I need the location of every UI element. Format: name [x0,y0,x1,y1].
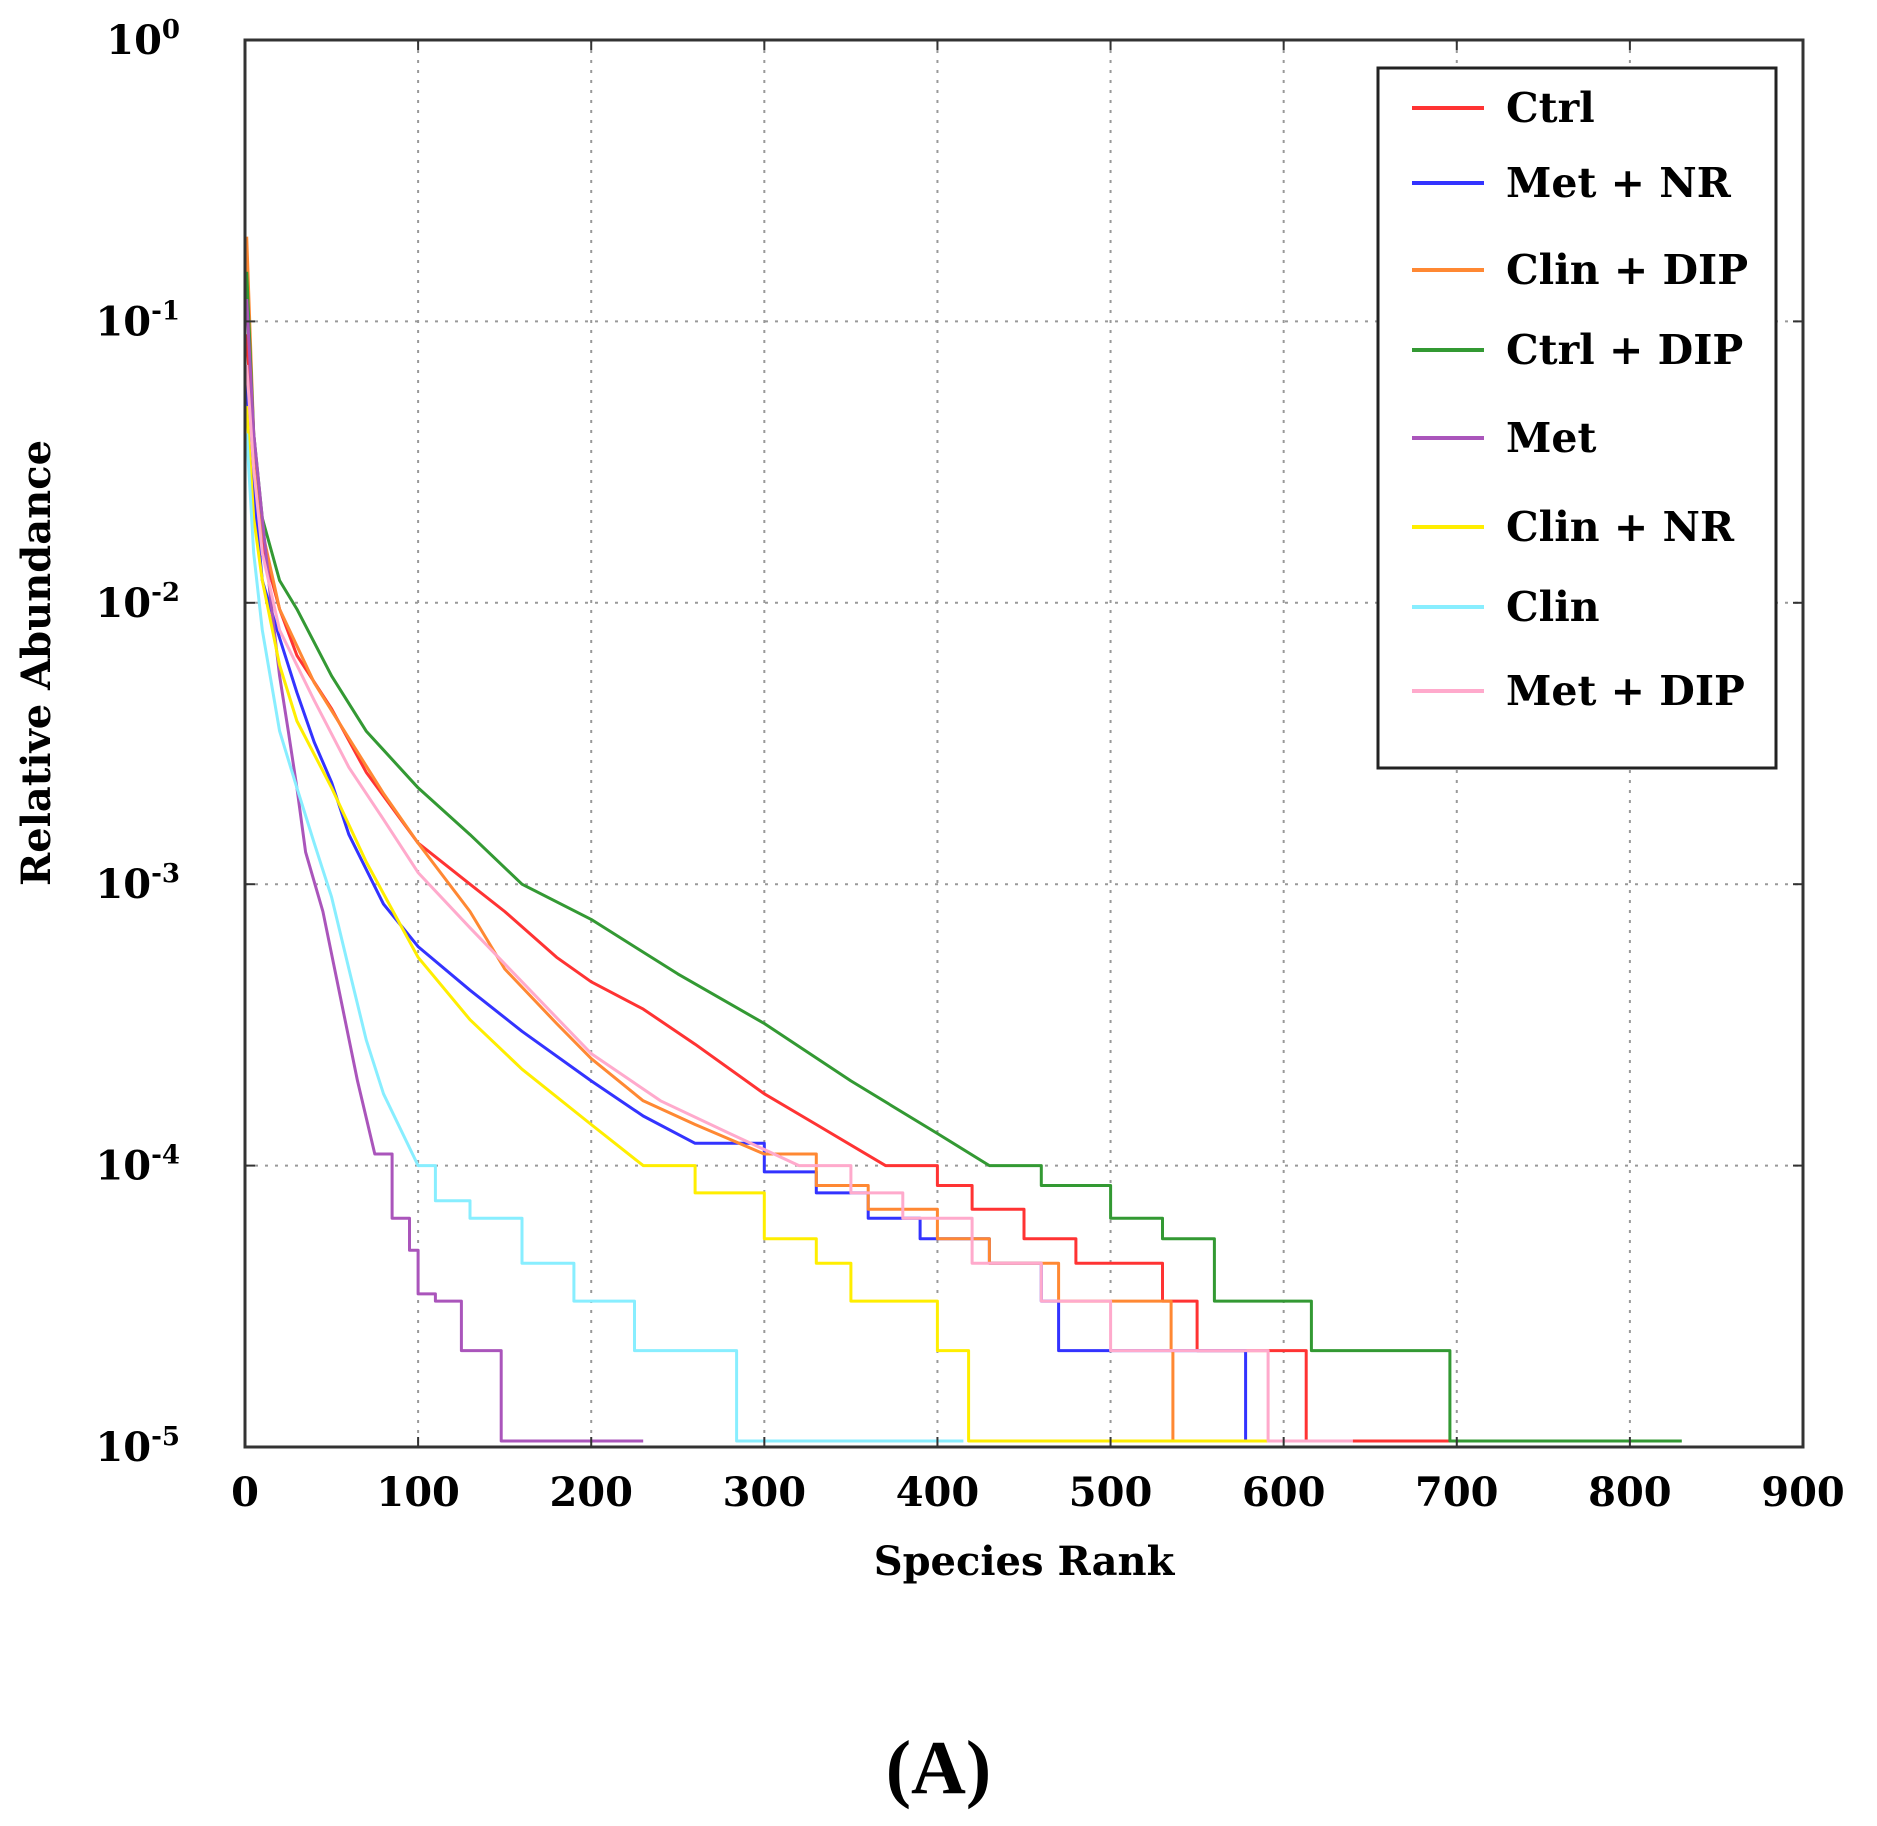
y-axis-title: Relative Abundance [13,440,60,886]
x-tick-label: 400 [896,1469,980,1516]
y-tick-label: 10-5 [95,1422,180,1471]
series-line-clin [245,433,964,1443]
series-line-ctrl-dip [245,271,1682,1443]
y-axis: 100 10-1 10-2 10-3 10-4 10-5 [95,15,1803,1471]
x-axis-title: Species Rank [874,1538,1176,1585]
y-tick-label: 10-1 [95,296,180,345]
x-tick-label: 100 [376,1469,460,1516]
series-line-met [245,299,644,1443]
series-line-clin-nr [245,406,1319,1443]
legend-entry: Met [1506,414,1596,462]
x-tick-label: 600 [1242,1469,1326,1516]
x-tick-label: 0 [231,1469,259,1516]
x-tick-label: 900 [1761,1469,1845,1516]
legend: Ctrl Met + NR Clin + DIP Ctrl + DIP Met Clin … [1376,66,1778,770]
legend-entry: Clin [1506,583,1600,631]
panel-label: (A) [885,1726,992,1810]
x-tick-label: 500 [1069,1469,1153,1516]
x-tick-label: 800 [1588,1469,1672,1516]
plot-frame [243,38,1805,1449]
x-tick-label: 200 [549,1469,633,1516]
series-line-met-dip [245,364,1353,1443]
x-axis: 0 100 200 300 400 500 600 700 800 900 [231,40,1845,1516]
y-tick-label: 10-2 [95,578,180,627]
legend-entry: Clin + DIP [1506,246,1748,294]
legend-entry: Met + NR [1506,159,1732,207]
legend-entry: Clin + NR [1506,503,1735,551]
y-tick-label: 10-3 [95,859,180,908]
y-tick-label: 10-4 [95,1141,180,1190]
x-tick-label: 700 [1415,1469,1499,1516]
legend-entry: Ctrl + DIP [1506,326,1743,374]
y-tick-label: 100 [106,15,180,64]
series-layer [245,236,1682,1443]
legend-entry: Ctrl [1506,84,1595,132]
legend-entry: Met + DIP [1506,667,1745,715]
x-tick-label: 300 [723,1469,807,1516]
